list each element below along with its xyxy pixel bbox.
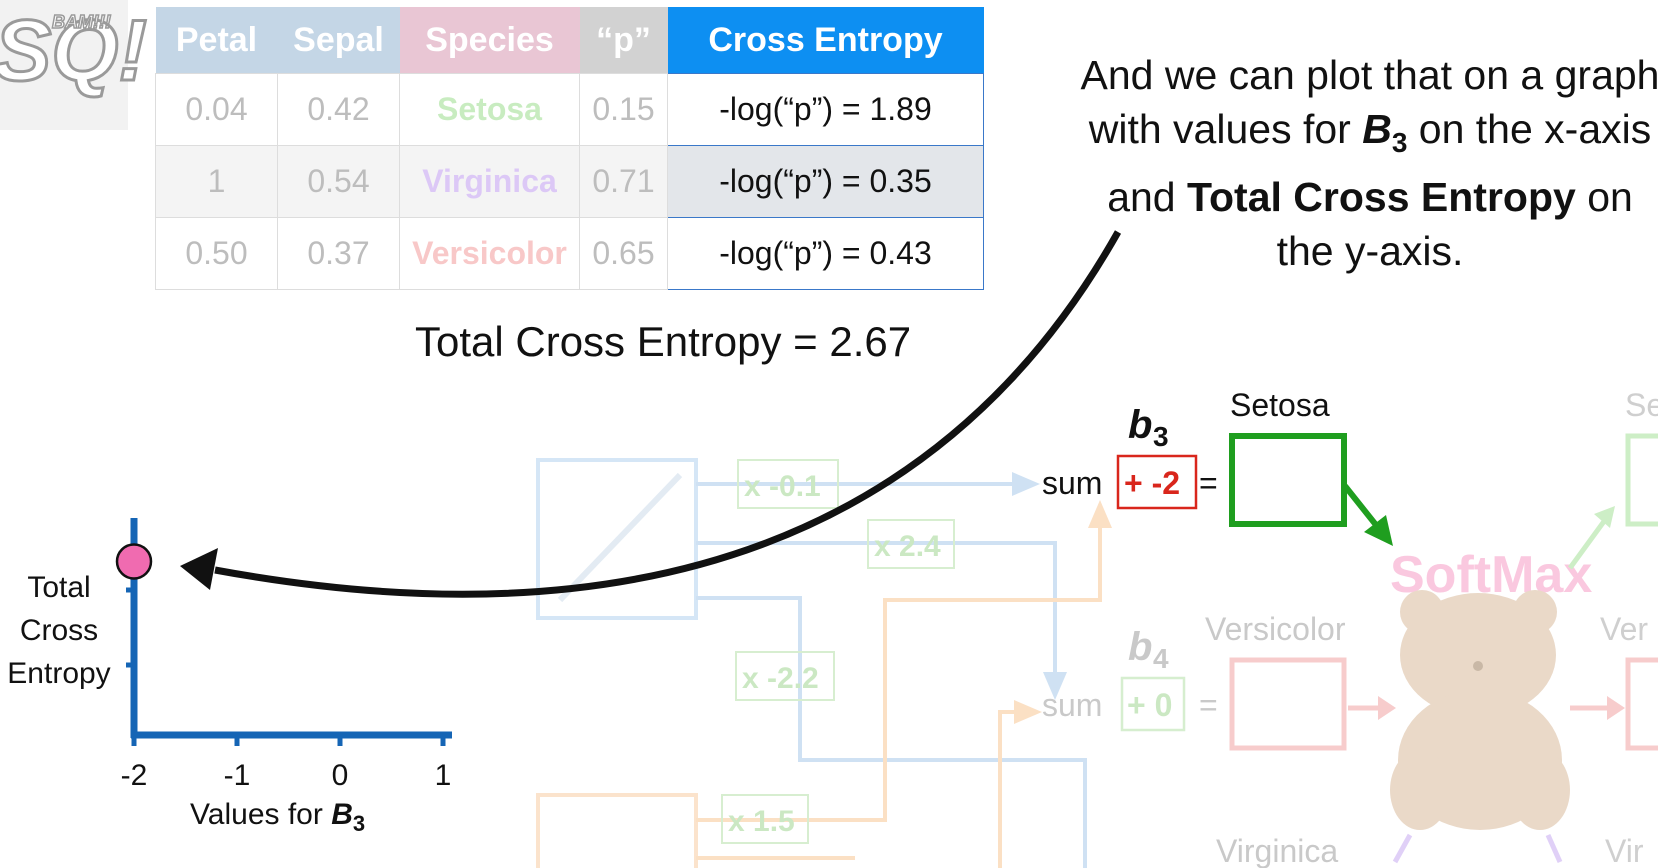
b4-node: b 4 sum + 0 = Versicolor Virginica (1042, 611, 1396, 868)
svg-text:Se: Se (1625, 387, 1658, 423)
x-tick-marks (131, 735, 446, 746)
explanation-part3: on the y-axis. (1276, 174, 1633, 275)
total-cross-entropy: Total Cross Entropy = 2.67 (415, 318, 912, 365)
petal-cell: 0.50 (155, 217, 278, 290)
svg-text:Vir: Vir (1605, 833, 1644, 868)
x-axis-label-text: Values for (190, 798, 332, 831)
explanation-text: And we can plot that on a graph with val… (1080, 48, 1658, 278)
sepal-cell: 0.54 (277, 145, 400, 218)
svg-text:4: 4 (1153, 643, 1169, 674)
arrowhead-faint (1043, 672, 1067, 700)
table-header-row: Petal Sepal Species “p” Cross Entropy (155, 7, 984, 74)
explanation-part1: And we can plot that on a graph with val… (1080, 52, 1658, 152)
cross-entropy-cell: -log(“p”) = 1.89 (667, 73, 984, 146)
x-axis-b-sub: 3 (352, 811, 366, 836)
right-outputs-faint: Se Ver Vir (1392, 387, 1658, 868)
cross-entropy-table: Petal Sepal Species “p” Cross Entropy 0.… (155, 7, 984, 290)
graph-axes (130, 518, 452, 739)
x-tick-label: 0 (332, 759, 349, 792)
x-tick-label: 1 (435, 759, 452, 792)
b3-italic: B (1362, 106, 1392, 152)
b3-equals: = (1199, 465, 1218, 501)
weight-label: x 1.5 (728, 805, 795, 838)
species-cell: Versicolor (399, 217, 580, 290)
svg-text:Versicolor: Versicolor (1205, 611, 1346, 647)
y-axis-label-line: Total (27, 571, 91, 604)
x-tick-label: -2 (121, 759, 148, 792)
b3-bias-value: + -2 (1124, 465, 1180, 501)
plot-arrowhead (180, 548, 218, 590)
petal-cell: 0.04 (155, 73, 278, 146)
faded-network-lines (536, 458, 1102, 868)
b3-output-label: Setosa (1230, 387, 1330, 423)
arrowhead-faint (1088, 500, 1112, 528)
svg-text:Ver: Ver (1600, 611, 1648, 647)
cross-entropy-cell: -log(“p”) = 0.43 (667, 217, 984, 290)
y-ticks (126, 587, 134, 668)
statquest-logo: SQ! BAM!!! (0, 0, 148, 130)
weight-boxes: x -0.1 x 2.4 x -2.2 x 1.5 (721, 459, 955, 844)
cross-entropy-cell: -log(“p”) = 0.35 (667, 145, 984, 218)
cross-entropy-graph: -2 -1 0 1 (115, 518, 452, 792)
sepal-cell: 0.42 (277, 73, 400, 146)
x-tick-label: -1 (224, 759, 251, 792)
data-point (115, 543, 153, 580)
y-axis-label: Total Cross Entropy (0, 566, 118, 695)
b3-bias-box (1116, 454, 1198, 510)
svg-text:b: b (1128, 625, 1152, 669)
svg-text:Virginica: Virginica (1216, 833, 1338, 868)
x-tick-labels: -2 -1 0 1 (121, 759, 452, 792)
y-axis-label-line: Cross (19, 614, 99, 647)
species-cell: Virginica (399, 145, 580, 218)
header-species: Species (399, 7, 580, 74)
p-cell: 0.65 (579, 217, 668, 290)
b3-letter: b (1128, 403, 1152, 447)
header-cross-entropy: Cross Entropy (667, 7, 984, 74)
svg-text:sum: sum (1042, 687, 1102, 723)
p-cell: 0.15 (579, 73, 668, 146)
arrowhead-faint (1012, 472, 1040, 496)
svg-text:=: = (1199, 687, 1218, 723)
b3-sum-label: sum (1042, 465, 1102, 501)
weight-label: x -2.2 (742, 662, 819, 695)
x-axis-b-letter: B (331, 798, 353, 831)
plot-arrow (214, 230, 1122, 598)
b3-node: b 3 sum + -2 = Setosa (1042, 387, 1393, 546)
b3-subscript: 3 (1391, 127, 1408, 159)
table-row: 0.50 0.37 Versicolor 0.65 -log(“p”) = 0.… (155, 217, 984, 290)
svg-text:SQ!: SQ! (0, 3, 147, 99)
input-plot-box-top (536, 458, 698, 620)
species-cell: Setosa (399, 73, 580, 146)
teddy-bear-image (1390, 590, 1570, 830)
table-row: 1 0.54 Virginica 0.71 -log(“p”) = 0.35 (155, 145, 984, 218)
x-axis-label: Values for B3 (190, 798, 365, 837)
b3-sub: 3 (1153, 421, 1169, 452)
svg-text:BAM!!!: BAM!!! (52, 12, 111, 32)
input-plot-box-bottom (536, 793, 698, 868)
y-axis-label-line: Entropy (7, 657, 111, 690)
table-row: 0.04 0.42 Setosa 0.15 -log(“p”) = 1.89 (155, 73, 984, 146)
explanation-bold: Total Cross Entropy (1187, 174, 1576, 221)
p-cell: 0.71 (579, 145, 668, 218)
explanation-part2: on the x-axis and (1107, 106, 1652, 221)
header-sepal: Sepal (277, 7, 400, 74)
svg-text:+ 0: + 0 (1127, 687, 1172, 723)
header-p: “p” (579, 7, 668, 74)
sepal-cell: 0.37 (277, 217, 400, 290)
setosa-output-box (1229, 433, 1347, 527)
weight-label: x 2.4 (874, 530, 941, 563)
header-petal: Petal (155, 7, 278, 74)
arrowhead-faint (1014, 700, 1042, 724)
weight-label: x -0.1 (744, 470, 821, 503)
